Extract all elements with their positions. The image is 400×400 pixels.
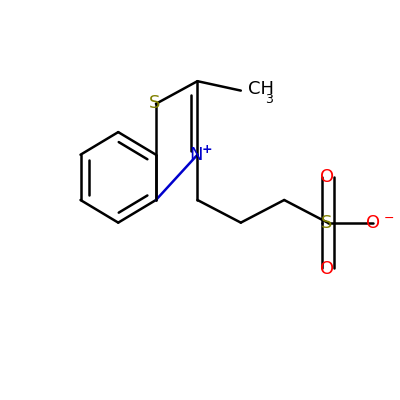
Text: 3: 3 (265, 93, 273, 106)
Text: O: O (320, 260, 334, 278)
Text: CH: CH (248, 80, 274, 98)
Text: S: S (149, 94, 160, 112)
Text: −: − (384, 212, 394, 225)
Text: S: S (321, 214, 332, 232)
Text: N: N (189, 146, 202, 164)
Text: +: + (202, 142, 212, 156)
Text: O: O (366, 214, 380, 232)
Text: O: O (320, 168, 334, 186)
